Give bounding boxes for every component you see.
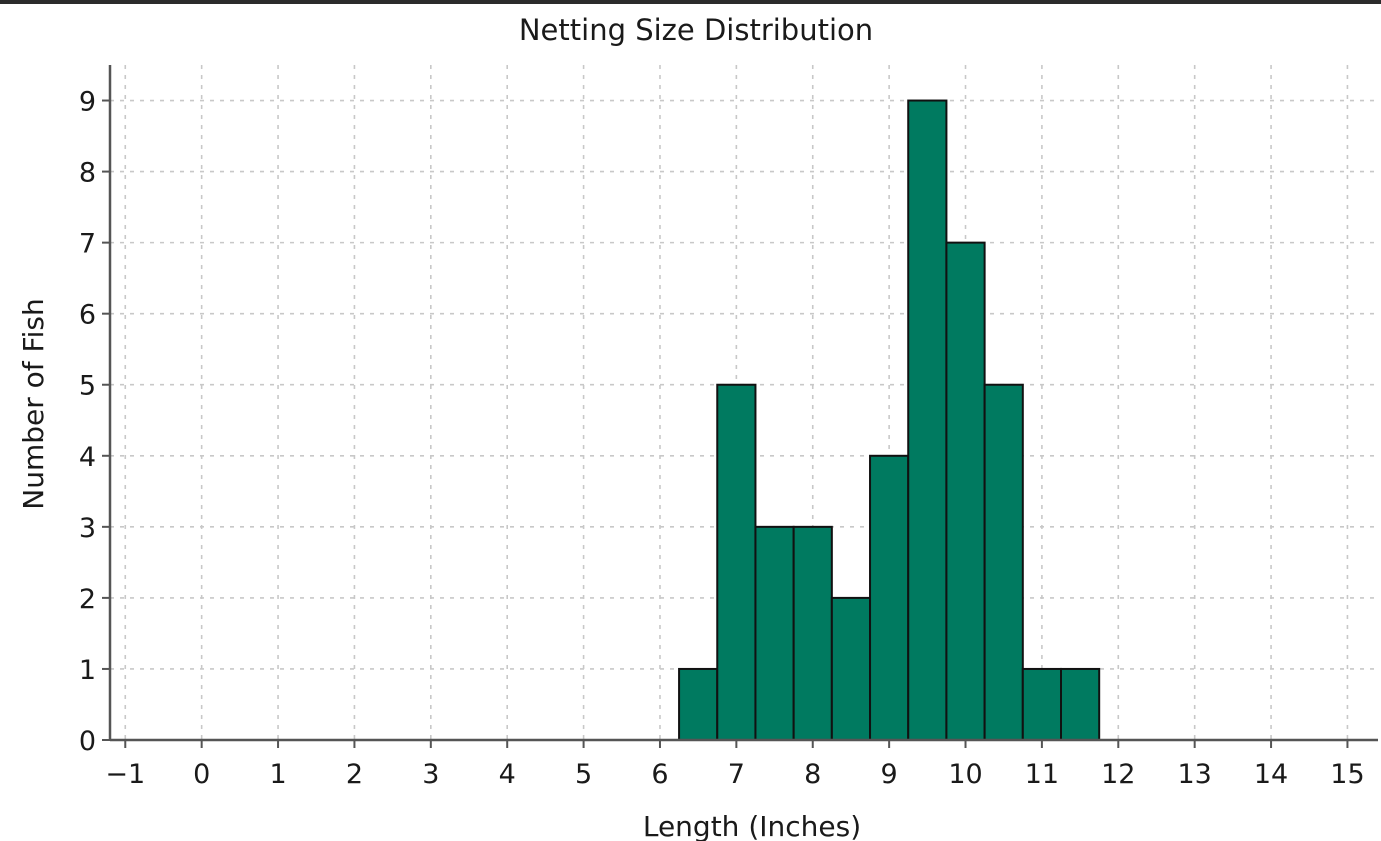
histogram-bar (716, 383, 757, 741)
x-tick-label: 10 (948, 759, 982, 790)
histogram-bar (678, 667, 719, 742)
y-tick-label: 9 (79, 87, 96, 118)
histogram-bar (983, 383, 1024, 741)
histogram-bar (1021, 667, 1063, 742)
x-tick-label: 6 (651, 759, 668, 790)
x-tick-label: 13 (1177, 759, 1211, 790)
y-tick-label: 1 (79, 655, 96, 686)
x-tick-label: 0 (193, 759, 210, 790)
y-tick-label: 6 (79, 300, 96, 331)
x-tick-label: 2 (346, 759, 363, 790)
x-tick-label: 9 (881, 759, 898, 790)
x-tick-label: 15 (1330, 759, 1364, 790)
x-tick-label: 7 (728, 759, 745, 790)
histogram-bar (907, 99, 948, 742)
x-tick-label: 12 (1101, 759, 1135, 790)
x-tick-label: 5 (575, 759, 592, 790)
y-axis-ticks: 0 1 2 3 4 5 6 7 8 9 (79, 87, 110, 757)
histogram-bar (754, 525, 795, 741)
chart-title: Netting Size Distribution (519, 13, 873, 47)
top-border (0, 0, 1381, 4)
y-tick-label: 7 (79, 229, 96, 260)
x-axis-label: Length (Inches) (643, 810, 861, 841)
axes (108, 65, 1378, 742)
x-tick-label: 4 (499, 759, 516, 790)
y-tick-label: 3 (79, 513, 96, 544)
y-tick-label: 0 (79, 726, 96, 757)
y-tick-label: 4 (79, 442, 96, 473)
y-axis-label: Number of Fish (17, 298, 50, 509)
histogram-bar (869, 454, 910, 741)
x-tick-label: 14 (1254, 759, 1288, 790)
y-tick-label: 8 (79, 158, 96, 189)
histogram-bar (1060, 667, 1101, 742)
x-tick-label: −1 (105, 759, 145, 790)
y-tick-label: 5 (79, 371, 96, 402)
histogram-bar (945, 241, 986, 741)
x-tick-label: 1 (269, 759, 286, 790)
histogram-bar (792, 525, 833, 741)
x-tick-label: 8 (804, 759, 821, 790)
histogram-bar (830, 596, 872, 741)
x-tick-label: 3 (422, 759, 439, 790)
y-tick-label: 2 (79, 584, 96, 615)
x-axis-ticks: −1 0 1 2 3 4 5 6 7 8 9 10 11 12 13 14 15 (105, 740, 1365, 790)
bars (678, 99, 1101, 742)
x-tick-label: 11 (1025, 759, 1059, 790)
